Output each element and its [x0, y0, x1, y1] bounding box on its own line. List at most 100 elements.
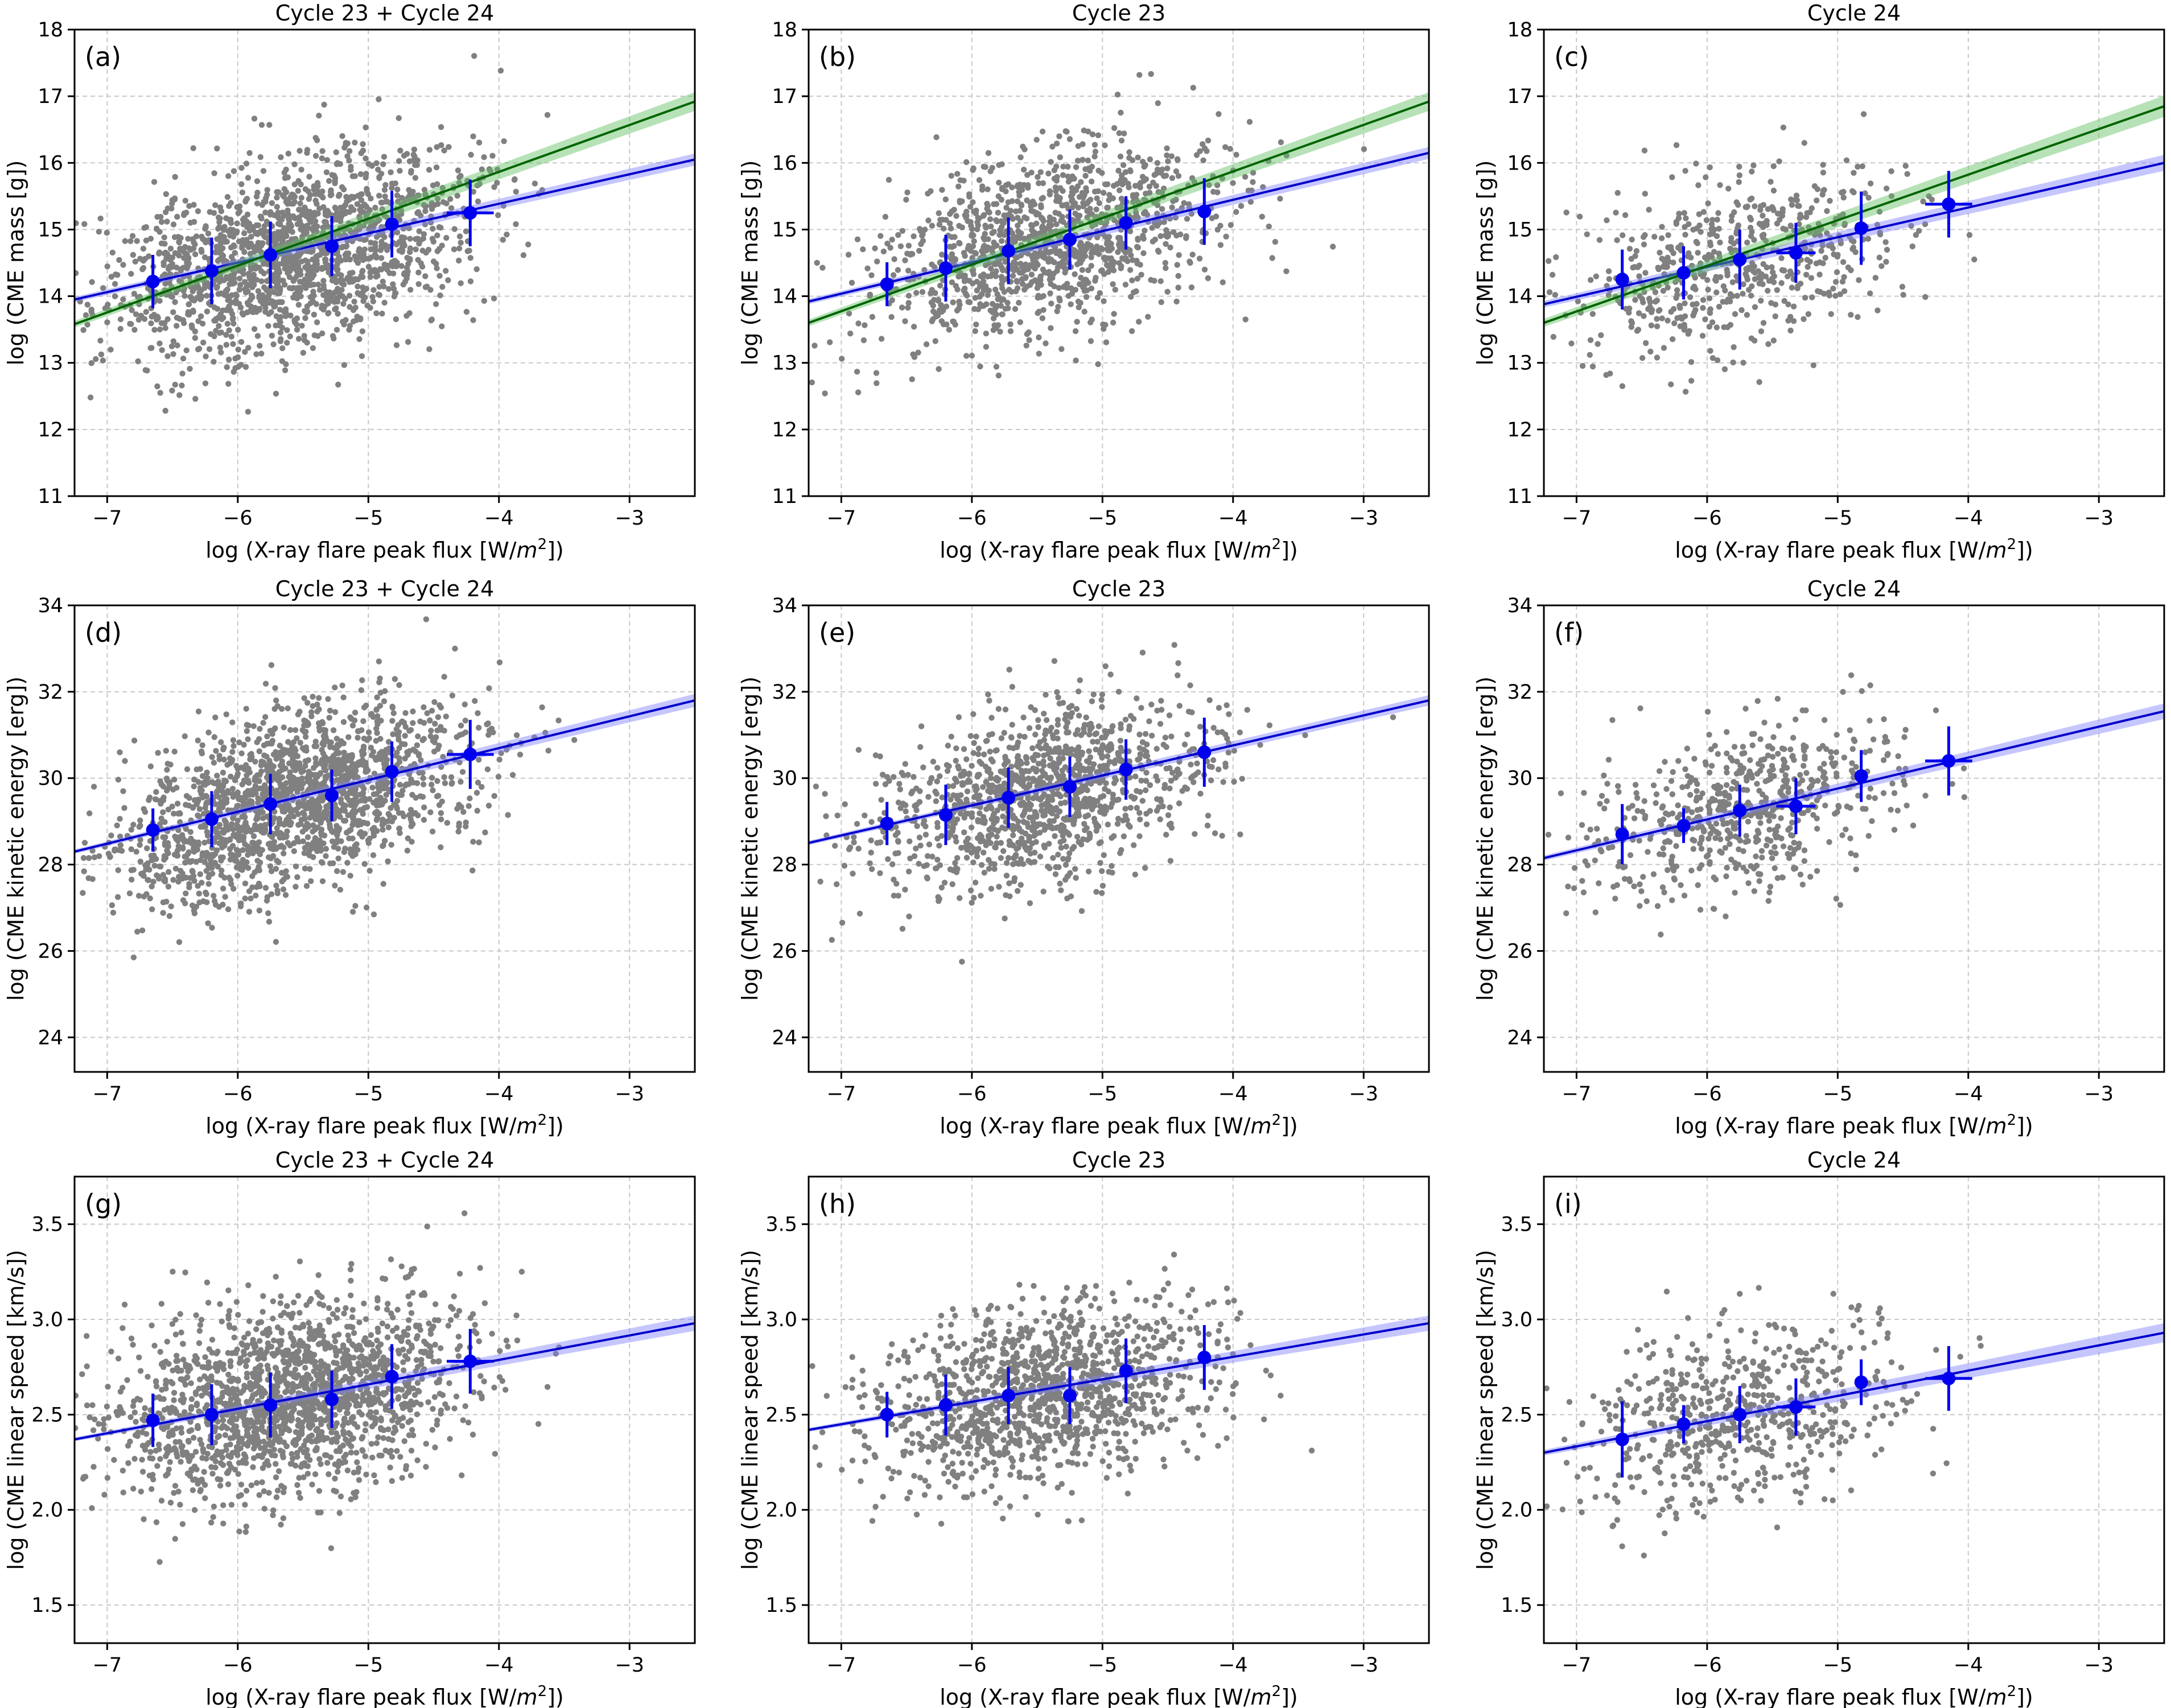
scatter-point	[339, 244, 345, 251]
scatter-point	[257, 725, 263, 732]
y-tick-label: 18	[1507, 19, 1533, 42]
scatter-point	[434, 248, 440, 254]
scatter-point	[982, 222, 988, 229]
scatter-point	[250, 723, 257, 729]
scatter-point	[67, 266, 72, 272]
scatter-point	[236, 739, 242, 746]
scatter-point	[258, 122, 265, 128]
scatter-point	[1793, 192, 1800, 199]
scatter-point	[466, 247, 472, 254]
scatter-point	[1035, 310, 1041, 316]
scatter-point	[1841, 288, 1848, 294]
scatter-point	[1084, 214, 1090, 221]
scatter-point	[438, 124, 444, 130]
scatter-point	[397, 830, 403, 836]
scatter-point	[1665, 317, 1671, 324]
scatter-point	[1088, 178, 1095, 185]
scatter-point	[1012, 306, 1019, 312]
scatter-point	[1634, 264, 1641, 270]
scatter-point	[1108, 255, 1114, 262]
scatter-point	[1605, 268, 1612, 274]
scatter-point	[1814, 186, 1820, 192]
scatter-point	[421, 704, 427, 711]
scatter-point	[981, 242, 987, 249]
scatter-point	[1009, 184, 1015, 191]
scatter-point	[215, 225, 221, 232]
scatter-point	[349, 237, 356, 243]
scatter-point	[280, 886, 287, 893]
scatter-point	[1816, 259, 1823, 266]
scatter-point	[195, 318, 201, 324]
scatter-point	[242, 364, 249, 370]
scatter-point	[438, 816, 444, 823]
scatter-point	[223, 332, 229, 338]
scatter-point	[1672, 279, 1679, 285]
scatter-point	[1736, 179, 1742, 185]
scatter-point	[311, 209, 318, 216]
scatter-point	[1693, 238, 1699, 245]
scatter-point	[1066, 136, 1073, 142]
scatter-point	[406, 748, 413, 754]
scatter-point	[319, 302, 326, 309]
scatter-point	[1238, 203, 1245, 209]
scatter-point	[1007, 321, 1014, 328]
scatter-point	[186, 301, 192, 308]
scatter-point	[268, 891, 275, 897]
scatter-point	[1191, 179, 1197, 185]
scatter-point	[1188, 211, 1194, 217]
scatter-point	[1707, 348, 1713, 354]
scatter-point	[285, 207, 291, 214]
scatter-point	[348, 193, 355, 200]
scatter-point	[414, 742, 421, 749]
scatter-point	[274, 825, 280, 831]
scatter-point	[302, 308, 308, 314]
scatter-point	[1242, 316, 1249, 323]
scatter-point	[966, 193, 973, 200]
scatter-point	[278, 154, 284, 160]
scatter-point	[797, 316, 803, 322]
scatter-point	[1171, 229, 1177, 236]
scatter-point	[1749, 168, 1755, 175]
scatter-point	[302, 264, 308, 270]
scatter-point	[972, 295, 978, 301]
scatter-point	[135, 893, 142, 899]
scatter-point	[396, 682, 402, 688]
scatter-point	[135, 358, 141, 365]
x-axis-label: log (X-ray flare peak flux [W/m2])	[940, 536, 1298, 563]
scatter-point	[1707, 231, 1713, 238]
y-axis-label: log (CME mass [g])	[738, 160, 763, 366]
scatter-point	[992, 273, 999, 279]
scatter-point	[1047, 188, 1053, 195]
scatter-point	[889, 237, 895, 243]
scatter-point	[122, 238, 128, 244]
scatter-point	[1122, 177, 1128, 183]
scatter-point	[1015, 182, 1021, 188]
scatter-point	[399, 718, 406, 725]
scatter-point	[456, 233, 463, 240]
scatter-point	[1789, 201, 1795, 208]
scatter-point	[316, 287, 323, 293]
scatter-point	[1115, 249, 1121, 255]
scatter-point	[340, 869, 347, 875]
scatter-point	[222, 894, 228, 900]
scatter-point	[143, 309, 149, 315]
scatter-point	[1636, 273, 1642, 279]
scatter-point	[953, 213, 959, 219]
scatter-point	[1129, 277, 1135, 283]
scatter-point	[80, 855, 87, 861]
scatter-point	[254, 200, 261, 207]
scatter-point	[326, 310, 332, 316]
scatter-point	[382, 242, 389, 249]
blue-fit-line	[75, 158, 695, 301]
scatter-point	[319, 266, 326, 272]
scatter-point	[291, 262, 298, 269]
scatter-point	[220, 245, 226, 251]
scatter-point	[284, 327, 290, 333]
scatter-point	[318, 859, 325, 865]
scatter-point	[323, 845, 329, 852]
scatter-point	[357, 291, 363, 298]
scatter-point	[268, 662, 275, 669]
scatter-point	[1017, 218, 1024, 225]
scatter-point	[147, 345, 154, 351]
